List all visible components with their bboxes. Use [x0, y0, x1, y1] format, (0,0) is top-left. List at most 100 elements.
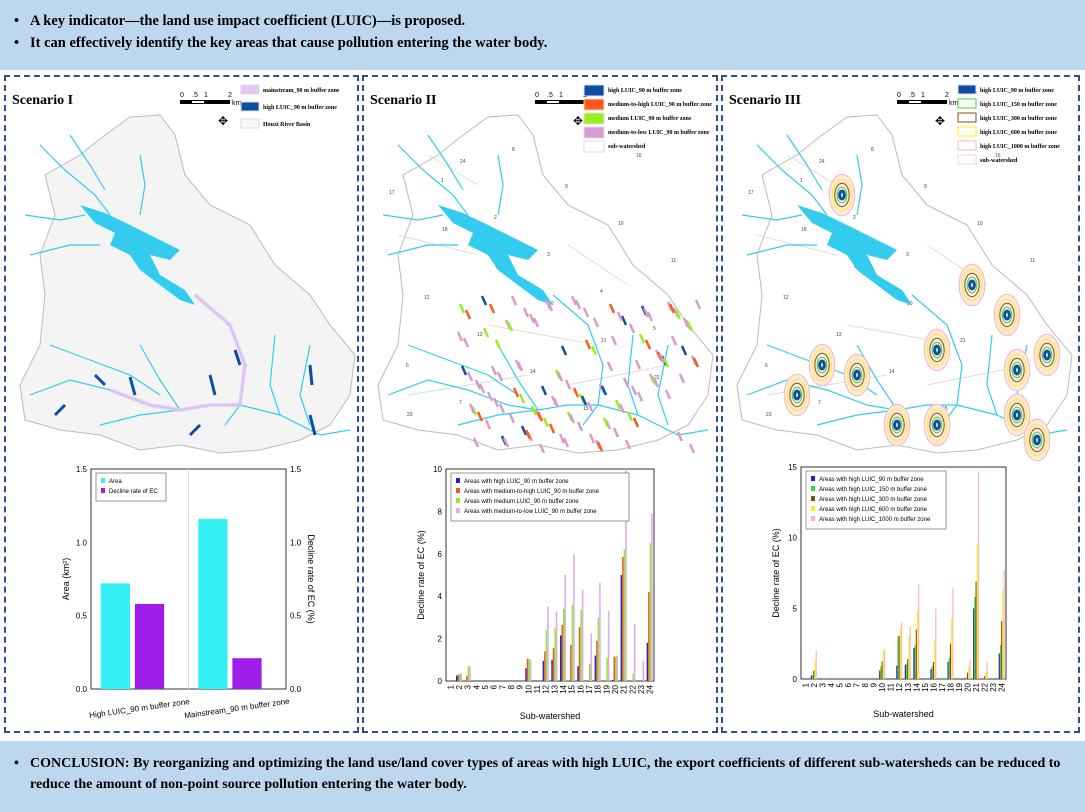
sub-watershed-boundary	[567, 244, 629, 286]
high-luic-segment	[93, 373, 107, 387]
river	[856, 154, 863, 216]
sub-watershed-label: 12	[424, 295, 430, 301]
legend-label: medium-to-high LUIC_90 m buffer zone	[608, 102, 712, 108]
legend-swatch	[583, 112, 605, 125]
high-luic-segment	[208, 374, 217, 396]
legend-label: high LUIC_300 m buffer zone	[980, 116, 1057, 122]
legend-swatch	[101, 478, 105, 483]
river	[746, 244, 817, 256]
sub-watershed-label: 16	[636, 153, 642, 159]
bar	[623, 549, 626, 681]
river	[387, 379, 598, 411]
buffer-zone-ring	[883, 403, 911, 447]
bar	[459, 673, 461, 681]
legend-label: medium-to-low LUIC_90 m buffer zone	[608, 130, 710, 136]
bar	[580, 609, 582, 681]
sub-watershed-label: 2	[853, 215, 856, 221]
buffer-zone-ring	[1009, 357, 1025, 383]
sub-watershed-label: 24	[819, 159, 825, 165]
river	[39, 144, 111, 216]
river	[497, 344, 539, 411]
bar	[590, 633, 593, 681]
buffer-zone-ring	[958, 263, 986, 307]
luic-buffer-segment	[592, 317, 600, 328]
scale-bar-segment	[547, 101, 559, 103]
sub-watershed-label: 13	[836, 332, 842, 338]
luic-buffer-segment	[496, 371, 504, 382]
buffer-zone-ring	[926, 408, 948, 442]
bar	[545, 630, 548, 681]
luic-buffer-segment	[492, 397, 500, 408]
river	[746, 379, 957, 411]
sub-watershed-label: 9	[924, 184, 927, 190]
sub-watershed-boundary	[427, 154, 479, 186]
river	[387, 244, 458, 256]
buffer-zone-ring	[923, 328, 951, 372]
buffer-zone-ring	[811, 348, 833, 382]
legend-swatch	[456, 498, 460, 503]
y2-tick-label: 1.5	[290, 465, 302, 474]
bar	[198, 518, 228, 689]
watershed-map	[19, 114, 356, 454]
bar	[968, 666, 970, 679]
x-tick-label: 21	[620, 684, 629, 693]
bar	[613, 656, 615, 681]
luic-buffer-segment	[476, 411, 484, 422]
sub-watershed-label: 14	[889, 369, 895, 375]
sub-watershed-label: 22	[654, 375, 660, 381]
buffer-zone-ring	[966, 276, 978, 294]
luic-buffer-segment	[590, 345, 598, 356]
bar	[986, 662, 988, 679]
scale-tick: 1	[921, 92, 925, 99]
river	[407, 344, 519, 396]
legend-label: Areas with high LUIC_150 m buffer zone	[819, 487, 928, 493]
bar	[969, 660, 971, 679]
luic-buffer-segment	[506, 321, 514, 332]
bar	[651, 513, 653, 681]
bar	[973, 608, 975, 679]
y-tick-label: 0	[793, 675, 798, 684]
luic-buffer-segment	[466, 371, 474, 382]
river	[139, 154, 146, 216]
luic-buffer-segment	[688, 443, 696, 454]
legend-swatch	[811, 516, 815, 521]
x-tick-label: 2	[455, 684, 464, 689]
legend-swatch	[456, 508, 460, 513]
bar	[824, 677, 826, 679]
bar	[620, 575, 623, 681]
buffer-zone-ring	[933, 419, 941, 431]
sub-watershed-boundary	[567, 364, 669, 386]
river	[239, 404, 351, 436]
bar	[599, 582, 601, 681]
bar	[815, 650, 817, 679]
legend-swatch	[811, 506, 815, 511]
luic-buffer-segment	[620, 315, 628, 326]
buffer-zone-ring	[851, 366, 863, 384]
sub-watershed-label: 4	[600, 289, 603, 295]
luic-buffer-segment	[564, 379, 572, 390]
y2-axis-label: Decline rate of EC (%)	[306, 534, 316, 624]
bar	[544, 651, 546, 681]
luic-buffer-segment	[614, 399, 622, 410]
luic-buffer-segment	[530, 405, 538, 416]
bar	[594, 655, 597, 681]
bar	[460, 673, 463, 681]
luic-buffer-segment	[668, 303, 676, 314]
bar	[551, 659, 553, 681]
x-tick-label: 7	[498, 684, 507, 689]
x-tick-label: 5	[481, 684, 490, 689]
bar	[577, 666, 579, 681]
bar	[100, 583, 130, 689]
x-tick-label: 7	[853, 682, 862, 687]
luic-buffer-segment	[458, 303, 466, 314]
y-tick-label: 6	[438, 550, 443, 559]
plot-frame	[445, 468, 655, 682]
bar	[469, 666, 471, 681]
luic-buffer-segment	[482, 327, 490, 338]
bar	[578, 626, 581, 681]
sub-watershed-boundary	[786, 154, 838, 186]
buffer-zone-ring	[1041, 346, 1053, 364]
river	[69, 134, 106, 191]
x-tick-label: 4	[827, 682, 836, 687]
buffer-zone-ring	[831, 178, 853, 212]
